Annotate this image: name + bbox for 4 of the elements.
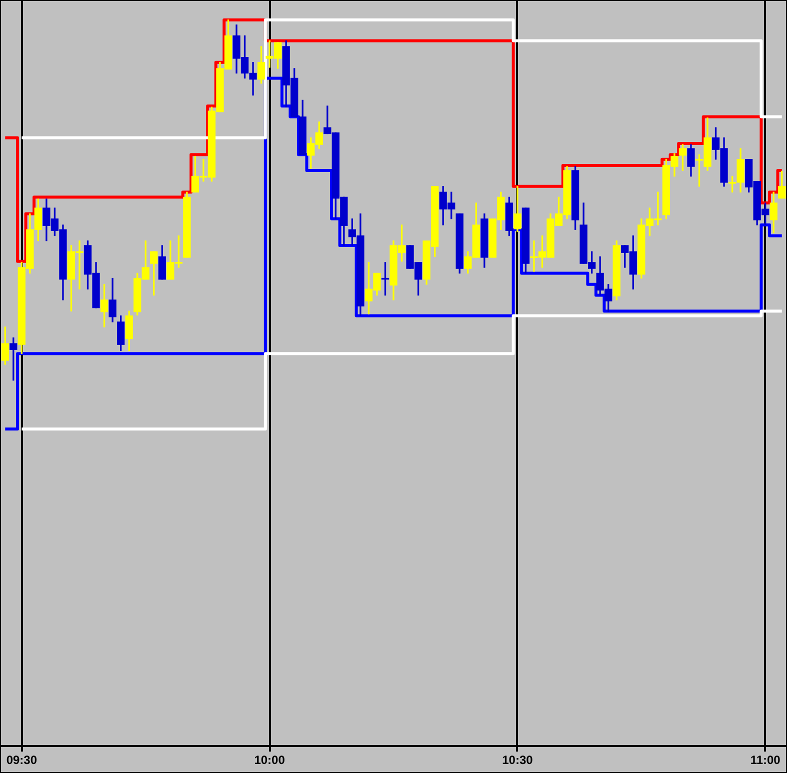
x-tick-label: 10:30: [502, 753, 534, 768]
x-tick-label: 09:30: [6, 753, 38, 768]
x-tick-label: 11:00: [750, 753, 781, 768]
x-tick-label: 10:00: [254, 753, 286, 768]
